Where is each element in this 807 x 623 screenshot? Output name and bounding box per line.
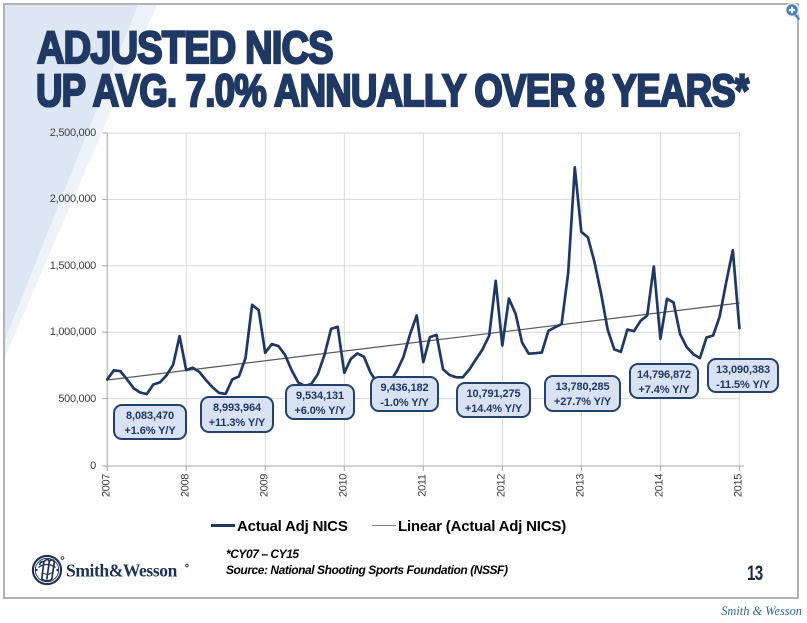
svg-text:Smith&Wesson: Smith&Wesson (66, 561, 178, 581)
